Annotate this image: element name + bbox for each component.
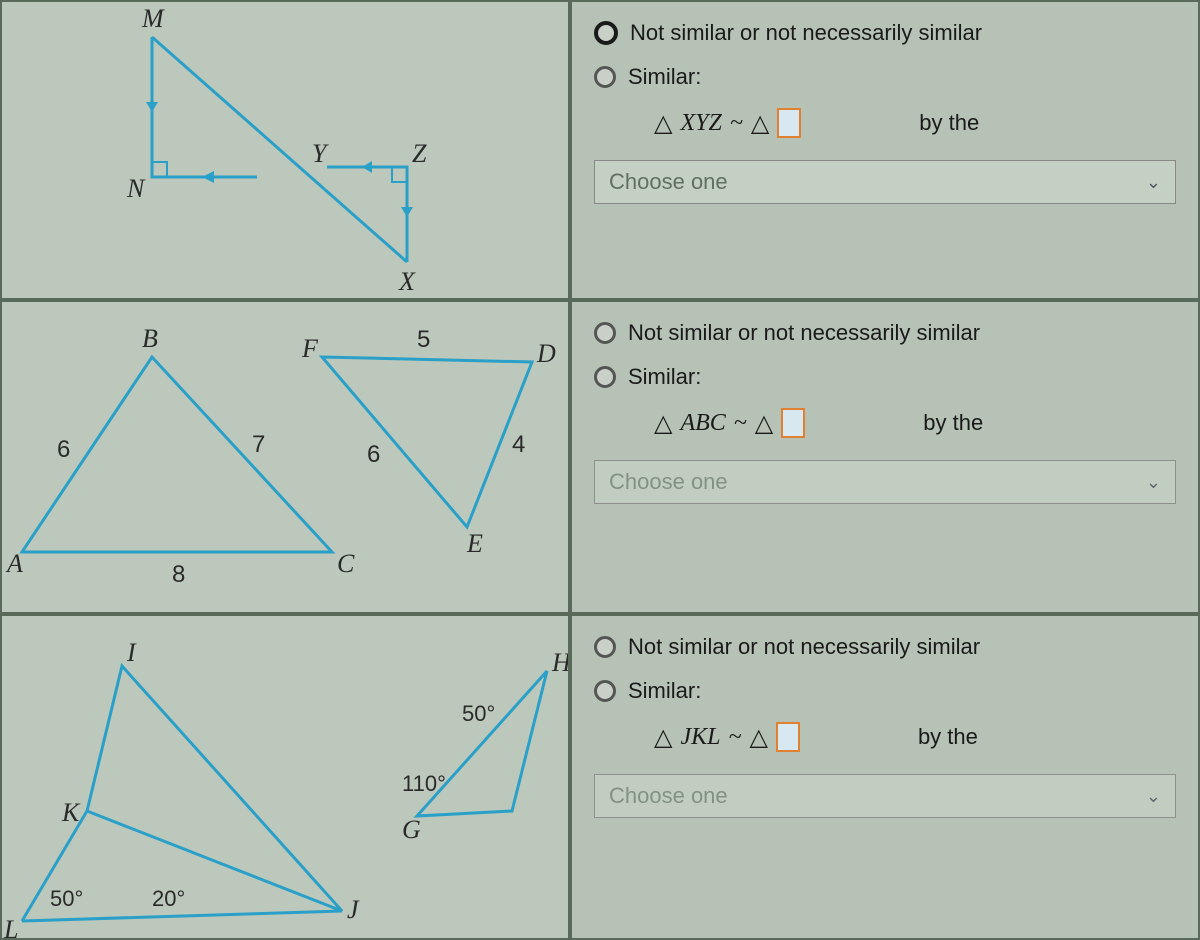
angle-50b: 50°	[462, 701, 495, 726]
radio-similar-1[interactable]: Similar:	[594, 64, 1176, 90]
side-6b: 6	[367, 441, 380, 468]
tri-letters: JKL	[680, 724, 720, 751]
label-L: L	[3, 915, 18, 940]
radio-not-similar-1[interactable]: Not similar or not necessarily similar	[594, 20, 1176, 46]
similarity-expression-1: △XYZ ~ △ by the	[654, 108, 1176, 138]
label-I: I	[126, 638, 137, 667]
label-M: M	[141, 4, 165, 33]
radio-icon	[594, 66, 616, 88]
radio-not-similar-2[interactable]: Not similar or not necessarily similar	[594, 320, 1176, 346]
dropdown-placeholder: Choose one	[609, 469, 728, 495]
label-N: N	[126, 174, 146, 203]
tri-letters: ABC	[680, 410, 725, 437]
by-the-text: by the	[919, 110, 979, 136]
answer-input-box[interactable]	[777, 108, 801, 138]
answer-input-box[interactable]	[781, 408, 805, 438]
similarity-expression-2: △ABC ~ △ by the	[654, 408, 1176, 438]
angle-20: 20°	[152, 886, 185, 911]
angle-110: 110°	[402, 771, 446, 796]
radio-label: Similar:	[628, 364, 701, 390]
diagram-row1: M N Y Z X	[0, 0, 570, 300]
label-F: F	[301, 334, 319, 363]
label-D: D	[536, 339, 556, 368]
radio-similar-2[interactable]: Similar:	[594, 364, 1176, 390]
side-5: 5	[417, 326, 430, 353]
radio-label: Similar:	[628, 678, 701, 704]
chevron-down-icon: ⌄	[1146, 172, 1161, 193]
radio-icon	[594, 636, 616, 658]
radio-label: Similar:	[628, 64, 701, 90]
label-K: K	[61, 798, 81, 827]
label-J: J	[347, 895, 360, 924]
radio-icon	[594, 322, 616, 344]
tri-letters: XYZ	[680, 110, 721, 137]
radio-icon	[594, 366, 616, 388]
radio-icon	[594, 21, 618, 45]
answer-row3: Not similar or not necessarily similar S…	[570, 614, 1200, 940]
label-Y: Y	[312, 139, 329, 168]
triangle-icon: △	[654, 409, 672, 438]
chevron-down-icon: ⌄	[1146, 786, 1161, 807]
triangle-icon: △	[654, 109, 672, 138]
radio-similar-3[interactable]: Similar:	[594, 678, 1176, 704]
reason-dropdown-1[interactable]: Choose one ⌄	[594, 160, 1176, 204]
side-4: 4	[512, 431, 525, 458]
answer-row1: Not similar or not necessarily similar S…	[570, 0, 1200, 300]
reason-dropdown-3[interactable]: Choose one ⌄	[594, 774, 1176, 818]
radio-label: Not similar or not necessarily similar	[628, 634, 980, 660]
label-C: C	[337, 549, 355, 578]
reason-dropdown-2[interactable]: Choose one ⌄	[594, 460, 1176, 504]
angle-50: 50°	[50, 886, 83, 911]
side-7: 7	[252, 431, 265, 458]
answer-input-box[interactable]	[776, 722, 800, 752]
dropdown-placeholder: Choose one	[609, 783, 728, 809]
label-A: A	[5, 549, 23, 578]
diagram-row3: I K L J 50° 20° G H 110° 50°	[0, 614, 570, 940]
answer-row2: Not similar or not necessarily similar S…	[570, 300, 1200, 614]
dropdown-placeholder: Choose one	[609, 169, 728, 195]
label-H: H	[551, 648, 570, 677]
chevron-down-icon: ⌄	[1146, 472, 1161, 493]
side-6: 6	[57, 436, 70, 463]
triangle-icon: △	[751, 109, 769, 138]
triangle-icon: △	[755, 409, 773, 438]
triangle-icon: △	[654, 723, 672, 752]
by-the-text: by the	[923, 410, 983, 436]
triangle-icon: △	[749, 723, 767, 752]
radio-not-similar-3[interactable]: Not similar or not necessarily similar	[594, 634, 1176, 660]
label-Z: Z	[412, 139, 427, 168]
label-E: E	[466, 529, 483, 558]
radio-icon	[594, 680, 616, 702]
radio-label: Not similar or not necessarily similar	[630, 20, 982, 46]
worksheet-grid: M N Y Z X Not similar or not necessarily…	[0, 0, 1200, 940]
radio-label: Not similar or not necessarily similar	[628, 320, 980, 346]
label-X: X	[398, 267, 416, 296]
by-the-text: by the	[918, 724, 978, 750]
label-G: G	[402, 815, 421, 844]
side-8: 8	[172, 561, 185, 588]
label-B: B	[142, 324, 158, 353]
diagram-row2: A B C 6 7 8 F D E 5 4 6	[0, 300, 570, 614]
similarity-expression-3: △JKL ~ △ by the	[654, 722, 1176, 752]
